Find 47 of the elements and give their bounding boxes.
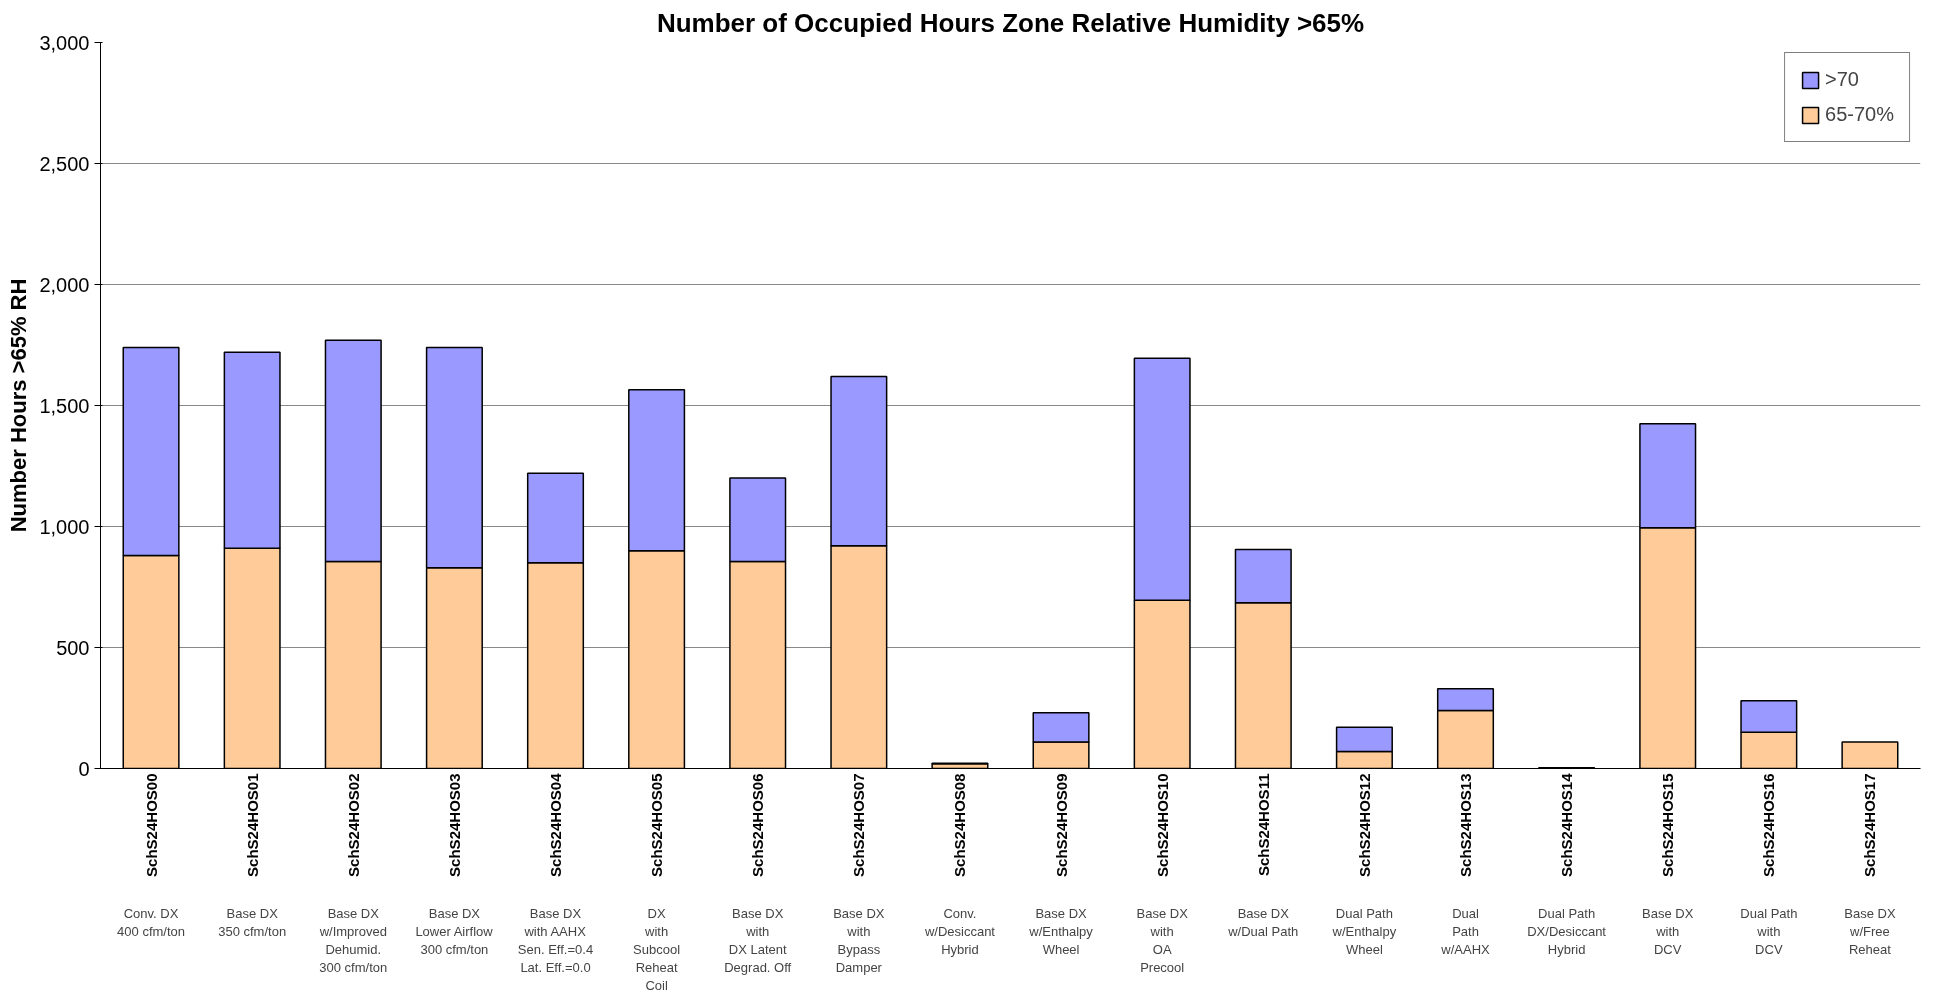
y-tick-label: 0: [78, 757, 90, 780]
x-tick-label: SchS24HOS01: [243, 773, 261, 877]
x-tick-label: SchS24HOS02: [344, 773, 362, 877]
x-tick-label: SchS24HOS16: [1760, 773, 1778, 877]
y-tick-label: 3,000: [39, 31, 90, 54]
text: Base DX w/Improved Dehumid. 300 cfm/ton: [318, 905, 388, 975]
y-tick-label: 1,500: [39, 394, 90, 417]
x-tick-label: SchS24HOS05: [648, 773, 666, 877]
text: Base DX with AAHX Sen. Eff.=0.4 Lat. Eff.=0.0: [517, 905, 594, 975]
text: Dual Path DX/Desiccant Hybrid: [1527, 905, 1607, 957]
x-tick-label: SchS24HOS10: [1153, 773, 1171, 877]
x-tick-label: SchS24HOS13: [1457, 773, 1474, 877]
text: Base DX with Bypass Damper: [833, 905, 885, 975]
text: Base DX w/Free Reheat: [1844, 905, 1896, 957]
text: Conv. w/Desiccant Hybrid: [923, 905, 996, 957]
y-tick-label: 1,000: [39, 515, 90, 538]
x-tick-label: SchS24HOS06: [749, 773, 767, 877]
x-tick-label: SchS24HOS15: [1659, 773, 1677, 877]
text: Base DX w/Dual Path: [1227, 905, 1299, 939]
text: Dual Path w/Enthalpy Wheel: [1331, 905, 1397, 957]
x-tick-label: SchS24HOS07: [850, 773, 868, 877]
y-tick-label: 2,000: [39, 273, 90, 296]
x-tick-label: SchS24HOS17: [1861, 773, 1879, 877]
text: Dual Path with DCV: [1740, 905, 1798, 957]
y-tick-label: 500: [56, 636, 90, 659]
x-tick-label: SchS24HOS11: [1254, 773, 1272, 877]
x-tick-label: SchS24HOS14: [1558, 772, 1576, 877]
text: Base DX 350 cfm/ton: [218, 905, 287, 939]
legend-label: 65-70%: [1825, 103, 1894, 126]
legend-label: >70: [1825, 68, 1859, 91]
x-tick-label: SchS24HOS09: [1052, 773, 1070, 877]
x-tick-label: SchS24HOS04: [547, 772, 564, 877]
text: Base DX Lower Airflow 300 cfm/ton: [415, 905, 494, 957]
text: Base DX w/Enthalpy Wheel: [1028, 905, 1094, 957]
text: DX with Subcool Reheat Coil: [633, 905, 681, 993]
text: Base DX with DCV: [1642, 905, 1694, 957]
text: Base DX with OA Precool: [1136, 905, 1189, 975]
text: Base DX with DX Latent Degrad. Off: [724, 905, 792, 975]
x-tick-label: SchS24HOS12: [1355, 773, 1373, 877]
text: Dual Path w/AAHX: [1440, 905, 1491, 957]
x-tick-label: SchS24HOS08: [951, 773, 969, 877]
y-axis-title: Number Hours >65% RH: [6, 278, 32, 533]
text: Conv. DX 400 cfm/ton: [117, 905, 186, 939]
chart-title: Number of Occupied Hours Zone Relative Humidity >65%: [656, 7, 1365, 38]
x-tick-label: SchS24HOS03: [445, 773, 463, 877]
x-tick-label: SchS24HOS00: [142, 773, 160, 877]
y-tick-label: 2,500: [39, 152, 90, 175]
